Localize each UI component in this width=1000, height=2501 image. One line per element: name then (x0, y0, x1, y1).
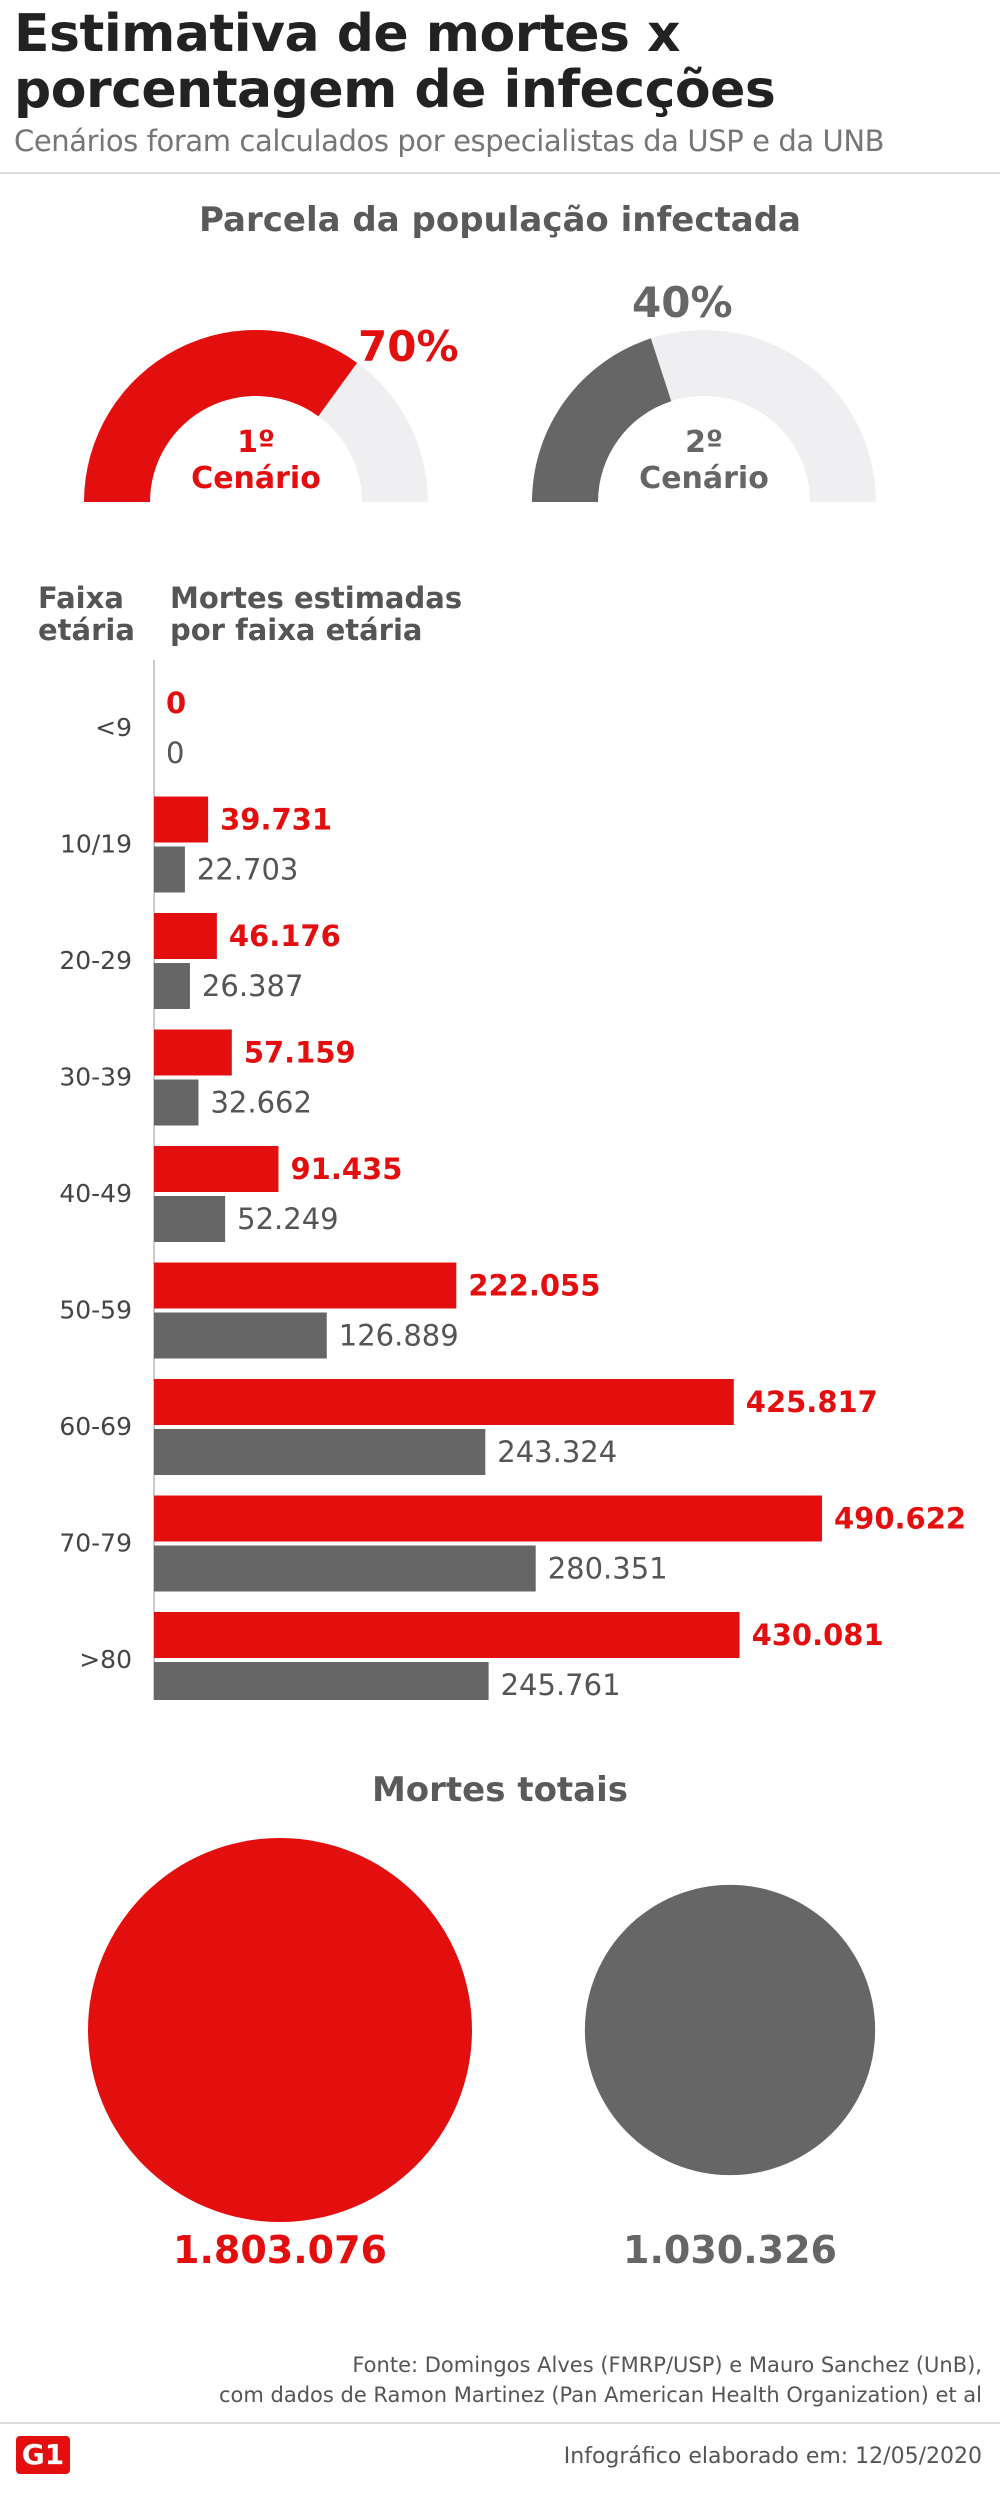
gauge-1-label-line1: 1º (237, 425, 275, 460)
bar-scenario-2 (154, 846, 185, 893)
value-label-scenario-2: 243.324 (497, 1435, 617, 1469)
credit-date: Infográfico elaborado em: 12/05/2020 (563, 2444, 982, 2469)
total-circle-scenario-1 (88, 1838, 472, 2222)
value-label-scenario-1: 39.731 (220, 803, 332, 837)
value-label-scenario-2: 245.761 (501, 1668, 621, 1700)
gauge-1-fill (84, 330, 358, 502)
value-label-scenario-1: 222.055 (468, 1269, 600, 1303)
value-label-scenario-2: 22.703 (197, 853, 298, 887)
value-label-scenario-1: 430.081 (752, 1618, 884, 1652)
age-header-line1: Faixa (38, 581, 124, 615)
value-label-scenario-2: 126.889 (339, 1319, 459, 1353)
total-scenario-1-value: 1.803.076 (173, 2228, 387, 2272)
total-circle-scenario-2 (584, 1884, 876, 2176)
infected-section-title: Parcela da população infectada (199, 200, 801, 240)
value-label-scenario-2: 32.662 (210, 1086, 311, 1120)
gauge-2-fill (532, 338, 672, 502)
age-column-header: Faixa etária (38, 582, 135, 646)
bar-scenario-1 (154, 1029, 232, 1076)
bar-scenario-2 (154, 1429, 486, 1475)
bar-scenario-2 (154, 1545, 536, 1592)
bar-scenario-2 (154, 1312, 327, 1359)
age-label: 50-59 (59, 1296, 132, 1325)
value-label-scenario-2: 52.249 (237, 1202, 338, 1236)
source-line-1: Fonte: Domingos Alves (FMRP/USP) e Mauro… (352, 2353, 982, 2377)
gauge-1-label: 1º Cenário (171, 425, 341, 497)
gauge-2-label: 2º Cenário (619, 425, 789, 497)
deaths-header-line1: Mortes estimadas (170, 581, 463, 615)
total-scenario-2-value: 1.030.326 (623, 2228, 837, 2272)
gauge-2-label-line2: Cenário (639, 461, 769, 496)
age-label: <9 (95, 713, 132, 742)
value-label-scenario-1: 0 (166, 686, 186, 720)
bar-scenario-1 (154, 1612, 740, 1658)
bar-scenario-1 (154, 1379, 734, 1425)
deaths-by-age-chart: <9 0 0 10/19 39.731 22.703 20-29 46.176 26.387 30… (59, 660, 966, 1700)
bar-scenario-2 (154, 1662, 489, 1700)
header-divider (0, 172, 1000, 174)
value-label-scenario-1: 425.817 (746, 1385, 878, 1419)
bar-scenario-1 (154, 913, 217, 959)
age-label: 70-79 (59, 1529, 132, 1558)
footer-divider (0, 2422, 1000, 2424)
age-label: 60-69 (59, 1412, 132, 1441)
bar-scenario-2 (154, 1196, 226, 1242)
bar-scenario-2 (154, 1079, 199, 1126)
gauge-1-percent: 70% (358, 322, 459, 371)
bar-scenario-2 (154, 963, 190, 1009)
value-label-scenario-1: 91.435 (290, 1152, 402, 1186)
page-title: Estimativa de mortes x porcentagem de in… (14, 4, 776, 120)
value-label-scenario-2: 0 (166, 736, 184, 770)
age-label: 20-29 (59, 946, 132, 975)
bar-scenario-1 (154, 1495, 822, 1542)
deaths-column-header: Mortes estimadas por faixa etária (170, 582, 462, 646)
source-line-2: com dados de Ramon Martinez (Pan America… (218, 2383, 982, 2407)
totals-circles (88, 1838, 876, 2222)
g1-logo: G1 (16, 2436, 70, 2474)
value-label-scenario-2: 280.351 (548, 1552, 668, 1586)
gauge-2-label-line1: 2º (685, 425, 723, 460)
age-label: >80 (79, 1645, 132, 1674)
age-label: 40-49 (59, 1179, 132, 1208)
value-label-scenario-1: 57.159 (244, 1036, 356, 1070)
bar-scenario-1 (154, 1262, 457, 1309)
age-label: 10/19 (60, 830, 132, 859)
age-label: 30-39 (59, 1063, 132, 1092)
infection-gauges (84, 330, 876, 502)
totals-section-title: Mortes totais (371, 1770, 629, 1810)
source-note: Fonte: Domingos Alves (FMRP/USP) e Mauro… (219, 2350, 982, 2410)
page-subtitle: Cenários foram calculados por especialis… (14, 124, 885, 158)
value-label-scenario-1: 46.176 (229, 919, 341, 953)
value-label-scenario-1: 490.622 (834, 1502, 966, 1536)
age-header-line2: etária (38, 613, 135, 647)
gauge-1-label-line2: Cenário (191, 461, 321, 496)
bar-scenario-1 (154, 796, 209, 843)
bar-scenario-1 (154, 1146, 279, 1192)
deaths-header-line2: por faixa etária (170, 613, 423, 647)
value-label-scenario-2: 26.387 (202, 969, 303, 1003)
gauge-2-percent: 40% (632, 278, 733, 327)
